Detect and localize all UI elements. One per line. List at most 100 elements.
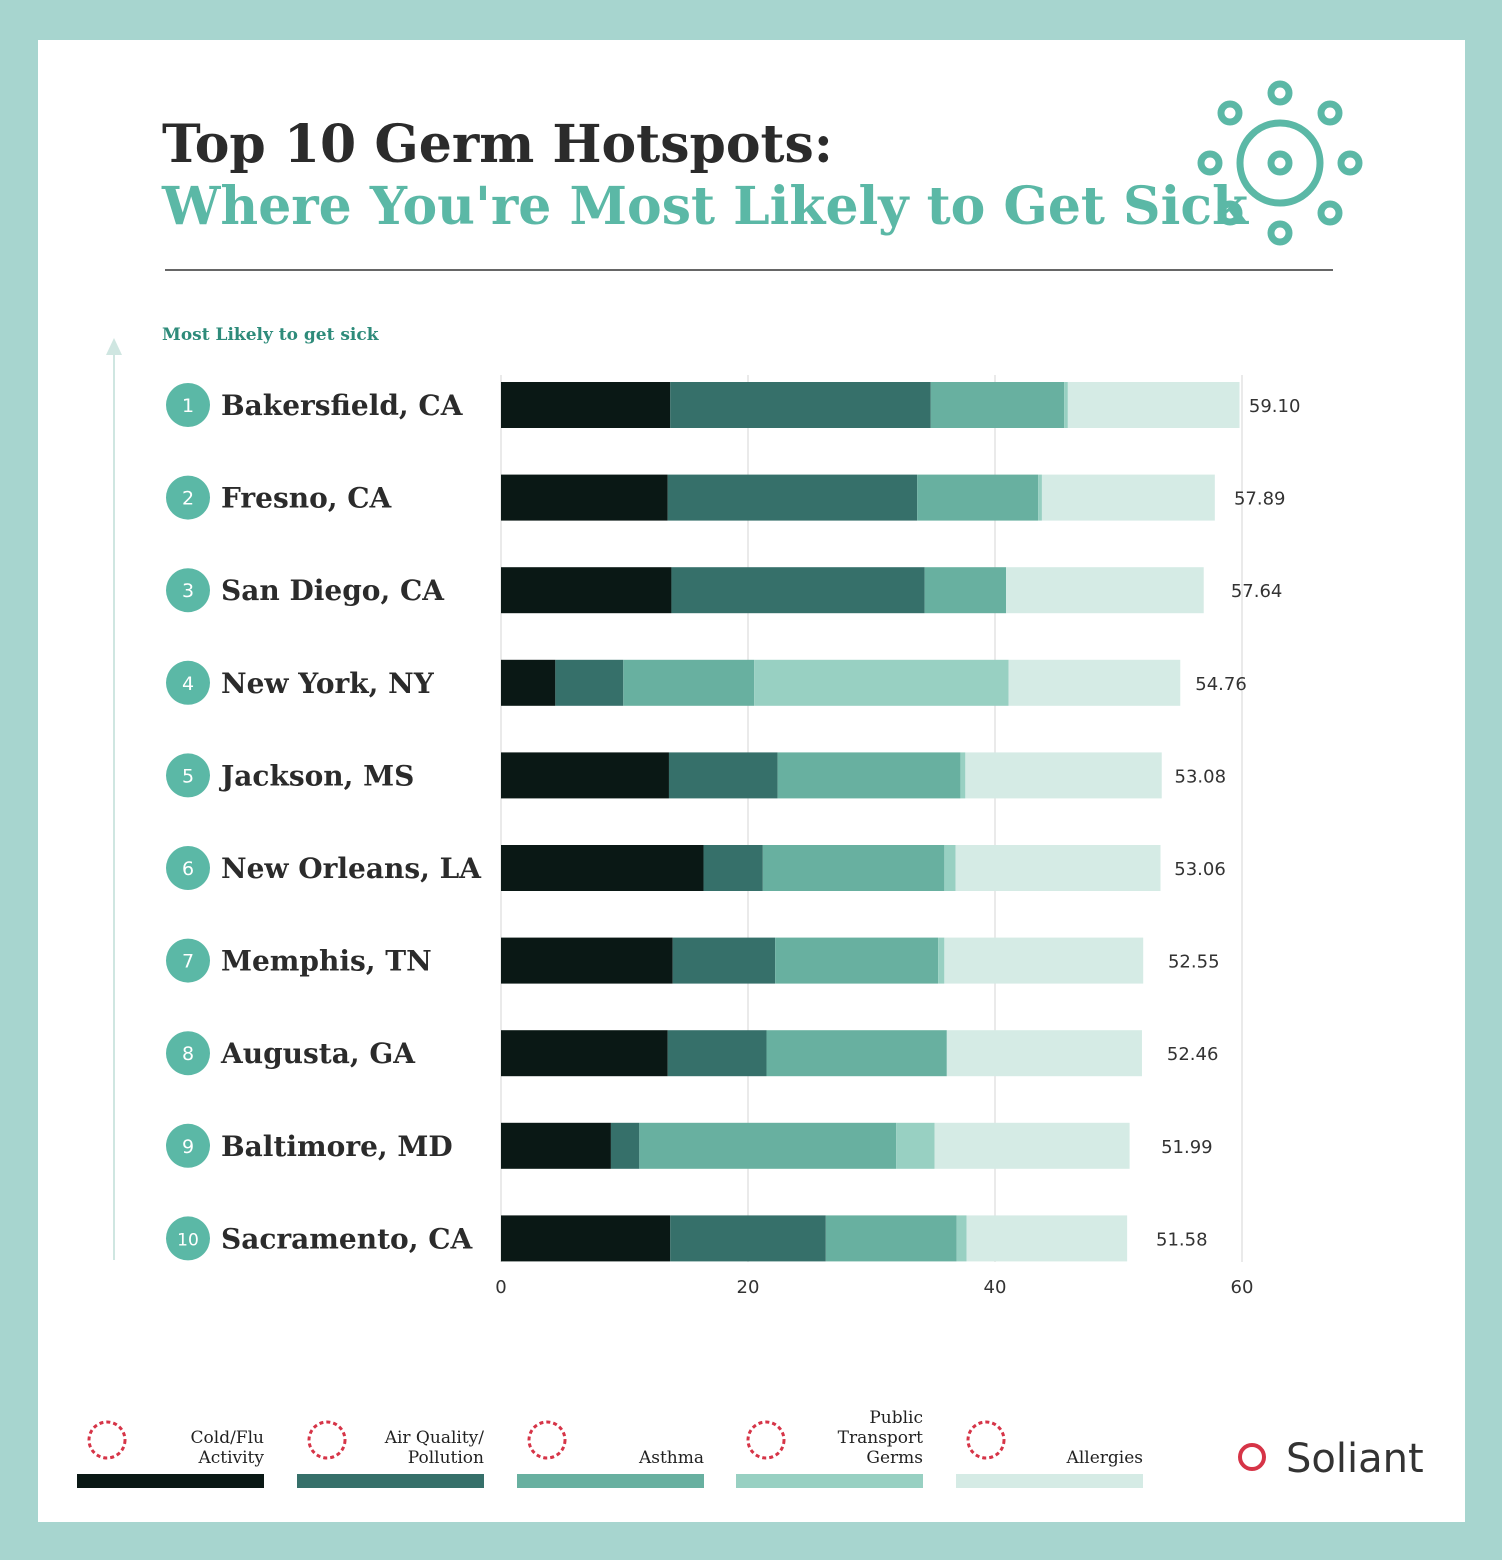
rank-badge [166,938,210,983]
legend-swatch [736,1474,923,1488]
bar-segment [825,1215,957,1262]
bar-segment [1038,474,1042,521]
bar-segment [670,382,931,428]
bar-segment [934,1122,1130,1169]
subtitle: Where You're Most Likely to Get Sick [161,176,1249,237]
total-label: 54.76 [1195,674,1247,695]
bar-segment [766,1030,947,1077]
rank-badge [166,475,210,520]
germ-icon [1197,80,1363,246]
bar-segment [777,752,961,799]
bar-segment [917,474,1039,521]
rank-label: 8 [182,1043,194,1065]
bar-segment [501,567,672,614]
rank-label: 3 [182,580,194,602]
bar-segment [668,752,778,799]
bar-segment [955,845,1161,891]
total-label: 52.55 [1168,952,1220,973]
legend-icon [966,1420,1006,1460]
bar-segment [924,567,1007,614]
bar-segment [501,382,671,428]
bar-segment [1041,474,1215,521]
legend-icon [87,1420,127,1460]
bar-segment [944,845,956,891]
bar-segment [1006,567,1204,614]
bar-segment [938,937,945,984]
legend-swatch [297,1474,484,1488]
bar-segment [896,1122,935,1169]
total-label: 52.46 [1167,1044,1219,1065]
bar-segment [754,659,1009,706]
legend-swatch [77,1474,264,1488]
y-tick-label: Jackson, MS [218,759,414,792]
axis-label: Most Likely to get sick [162,325,380,345]
bar-segment [501,659,556,706]
rank-label: 7 [182,951,194,973]
bar-segment [501,1030,668,1077]
y-tick-label: New York, NY [221,667,435,700]
rank-badge [166,1216,210,1261]
bar-segment [501,1215,671,1262]
title: Top 10 Germ Hotspots: [162,114,833,175]
bar-segment [671,567,925,614]
y-tick-label: Fresno, CA [221,482,393,515]
bar-segment [956,1215,967,1262]
arrow-head [106,338,122,355]
bar-segment [501,474,668,521]
rank-badge [166,1031,210,1076]
total-label: 53.08 [1175,766,1227,787]
y-tick-label: Baltimore, MD [221,1130,453,1163]
brand-name: Soliant [1286,1436,1424,1482]
total-label: 57.64 [1231,581,1283,602]
legend-swatch [956,1474,1143,1488]
rank-label: 2 [182,488,194,510]
bar-segment [501,1122,611,1169]
bar-segment [946,1030,1142,1077]
bar-segment [1067,382,1240,428]
bar-segment [703,845,763,891]
bar-segment [960,752,966,799]
legend-label: Allergies [1066,1448,1143,1468]
legend-label: Cold/Flu Activity [190,1428,264,1468]
bar-segment [1008,659,1181,706]
legend-swatch [517,1474,704,1488]
bar-segment [610,1122,640,1169]
legend-label: Public Transport Germs [837,1408,923,1468]
y-tick-label: Memphis, TN [221,945,432,978]
x-tick-label: 0 [495,1277,506,1298]
total-label: 51.58 [1156,1229,1208,1250]
x-tick-label: 60 [1231,1277,1254,1298]
rank-label: 6 [182,858,194,880]
bar-segment [672,937,776,984]
bar-segment [555,659,624,706]
bar-segment [667,474,918,521]
y-tick-label: San Diego, CA [221,574,445,607]
rank-label: 9 [182,1136,194,1158]
total-label: 53.06 [1174,859,1226,880]
bar-segment [670,1215,826,1262]
bar-segment [667,1030,767,1077]
bar-segment [623,659,755,706]
rank-badge [166,568,210,613]
legend-icon [527,1420,567,1460]
rank-label: 5 [182,765,194,787]
rank-label: 4 [182,673,194,695]
y-tick-label: Bakersfield, CA [221,389,464,422]
bar-segment [1064,382,1068,428]
bar-segment [762,845,945,891]
total-label: 59.10 [1249,396,1301,417]
y-tick-label: Augusta, GA [220,1037,416,1070]
y-tick-label: New Orleans, LA [221,852,482,885]
legend-label: Air Quality/ Pollution [384,1428,484,1468]
brand: Soliant [1238,1436,1424,1482]
legend-icon [746,1420,786,1460]
x-tick-label: 40 [984,1277,1007,1298]
y-tick-label: Sacramento, CA [221,1222,473,1255]
bar-segment [501,845,704,891]
rank-badge [166,1123,210,1168]
rank-label: 1 [182,395,194,417]
rank-label: 10 [177,1230,199,1250]
bar-segment [965,752,1162,799]
